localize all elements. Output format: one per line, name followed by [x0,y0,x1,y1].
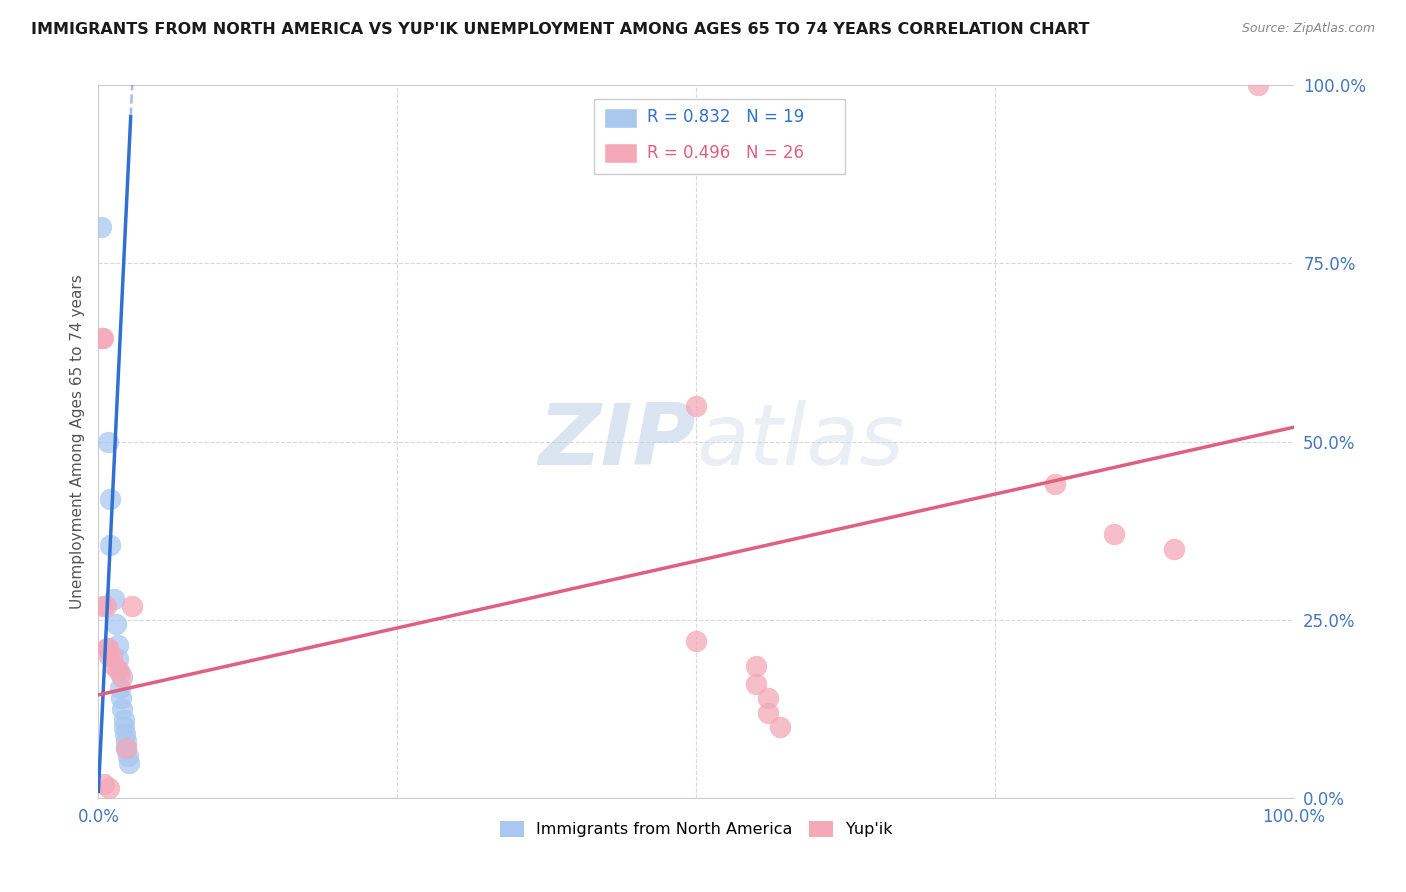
Text: R = 0.832   N = 19: R = 0.832 N = 19 [647,108,804,126]
Point [98,538,122,552]
Text: IMMIGRANTS FROM NORTH AMERICA VS YUP'IK UNEMPLOYMENT AMONG AGES 65 TO 74 YEARS C: IMMIGRANTS FROM NORTH AMERICA VS YUP'IK … [31,22,1090,37]
Point [103,659,125,673]
Point [756,691,779,706]
Point [745,659,768,673]
Point [115,741,138,756]
Bar [605,144,637,163]
Point [114,727,136,741]
Point [107,638,129,652]
Text: R = 0.496   N = 26: R = 0.496 N = 26 [647,144,804,161]
Point [1163,541,1185,556]
Bar [605,108,637,128]
Point [745,677,768,691]
Point [1247,78,1270,92]
Point [111,702,134,716]
Point [98,648,121,663]
Point [121,599,143,613]
Point [107,663,129,677]
Point [110,691,132,706]
Point [100,648,122,663]
Point [91,331,114,345]
Point [112,713,135,727]
Point [93,777,115,791]
Point [1043,477,1066,491]
Point [98,491,122,506]
Point [117,748,139,763]
Point [91,599,114,613]
Point [112,720,135,734]
Point [97,434,120,449]
Point [108,681,131,695]
Point [96,641,118,656]
Point [98,780,121,795]
Point [90,220,112,235]
Point [1104,527,1126,541]
Point [115,741,138,756]
Text: Source: ZipAtlas.com: Source: ZipAtlas.com [1241,22,1375,36]
Point [685,399,707,413]
Point [97,641,120,656]
Point [108,666,131,681]
Point [91,331,114,345]
Point [768,720,790,734]
Point [115,734,138,748]
Point [94,599,117,613]
Text: ZIP: ZIP [538,400,696,483]
Point [103,591,125,606]
Point [105,616,128,631]
Text: atlas: atlas [696,400,904,483]
Point [685,634,707,648]
Legend: Immigrants from North America, Yup'ik: Immigrants from North America, Yup'ik [494,814,898,844]
Point [111,670,134,684]
FancyBboxPatch shape [595,99,845,174]
Point [756,706,779,720]
Point [118,756,141,770]
Point [107,652,129,666]
Y-axis label: Unemployment Among Ages 65 to 74 years: Unemployment Among Ages 65 to 74 years [69,274,84,609]
